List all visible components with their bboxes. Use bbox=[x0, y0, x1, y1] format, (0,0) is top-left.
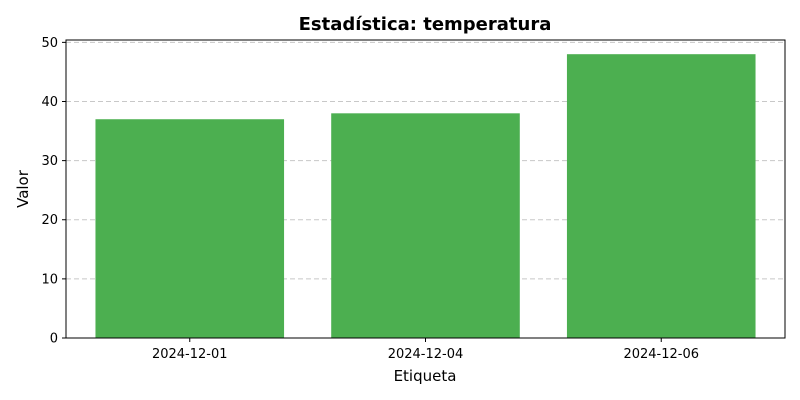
y-axis-ticks: 0 10 20 30 40 50 bbox=[41, 36, 66, 347]
bar-2024-12-01 bbox=[95, 119, 285, 338]
y-tick-label: 20 bbox=[41, 213, 58, 228]
x-axis-ticks: 2024-12-01 2024-12-04 2024-12-06 bbox=[152, 338, 699, 362]
y-tick-label: 0 bbox=[50, 332, 58, 347]
y-tick-label: 30 bbox=[41, 154, 58, 169]
chart-title: Estadística: temperatura bbox=[299, 14, 552, 35]
x-tick-label: 2024-12-04 bbox=[388, 347, 464, 362]
x-tick-label: 2024-12-06 bbox=[623, 347, 699, 362]
y-tick-label: 50 bbox=[41, 36, 58, 51]
y-tick-label: 10 bbox=[41, 272, 58, 287]
bars bbox=[95, 54, 756, 338]
bar-2024-12-04 bbox=[331, 113, 520, 338]
bar-2024-12-06 bbox=[566, 54, 756, 338]
x-axis-label: Etiqueta bbox=[394, 367, 457, 385]
y-axis-label: Valor bbox=[14, 169, 32, 208]
x-tick-label: 2024-12-01 bbox=[152, 347, 228, 362]
y-tick-label: 40 bbox=[41, 95, 58, 110]
